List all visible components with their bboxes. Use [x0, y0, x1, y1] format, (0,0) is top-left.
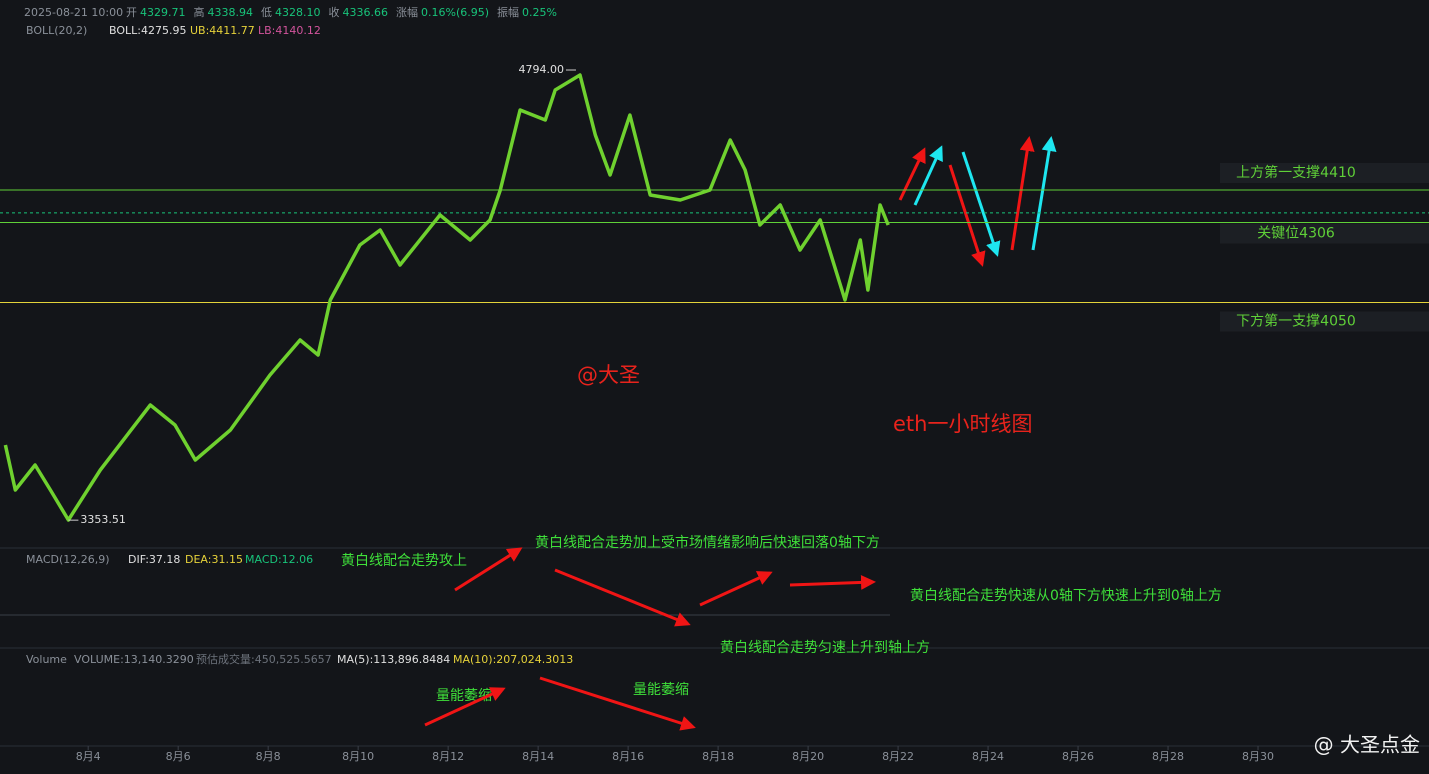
header-value: 4329.71 — [140, 6, 186, 19]
x-tick-label: 8月26 — [1062, 750, 1094, 763]
boll-name: BOLL(20,2) — [26, 24, 87, 37]
volume-note: 量能萎缩 — [436, 688, 492, 704]
header-label: 高 — [194, 5, 205, 19]
watermark: @ 大圣点金 — [1314, 733, 1420, 757]
x-tick-label: 8月22 — [882, 750, 914, 763]
x-tick-label: 8月14 — [522, 750, 554, 763]
author-note: @大圣 — [577, 363, 640, 387]
volume-ma5: MA(5):113,896.8484 — [337, 653, 450, 666]
arrow — [539, 676, 696, 731]
header-items: 开 4329.71 高 4338.94 低 4328.10 收 4336.66 涨幅 0.16%(… — [126, 5, 557, 19]
boll-mid: BOLL:4275.95 — [109, 24, 186, 37]
macd-note: 黄白线配合走势匀速上升到轴上方 — [720, 639, 930, 656]
header-value: 0.25% — [522, 6, 557, 19]
x-tick-label: 8月24 — [972, 750, 1004, 763]
volume-value: VOLUME:13,140.3290 — [74, 653, 194, 666]
x-tick-label: 8月6 — [166, 750, 191, 763]
level-label-bg — [1220, 223, 1429, 244]
extreme-label: 4794.00 — [518, 63, 564, 76]
macd-note: 黄白线配合走势加上受市场情绪影响后快速回落0轴下方 — [535, 534, 880, 551]
arrow — [1010, 136, 1035, 251]
volume-name: Volume — [26, 653, 67, 666]
volume-arrows — [424, 676, 696, 731]
arrow — [961, 151, 1001, 257]
boll-ub: UB:4411.77 — [190, 24, 255, 37]
level-label: 关键位4306 — [1257, 226, 1335, 242]
level-label: 下方第一支撑4050 — [1236, 313, 1356, 330]
arrow — [898, 147, 926, 201]
x-tick-label: 8月10 — [342, 750, 374, 763]
x-tick-label: 8月16 — [612, 750, 644, 763]
arrow — [699, 571, 773, 607]
arrow — [454, 547, 523, 592]
volume-note: 量能萎缩 — [633, 682, 689, 698]
forecast-arrows — [898, 136, 1057, 267]
chart-caption: eth一小时线图 — [893, 412, 1032, 436]
macd-name: MACD(12,26,9) — [26, 553, 110, 566]
header-value: 4336.66 — [343, 6, 389, 19]
level-label: 上方第一支撑4410 — [1236, 164, 1356, 181]
x-tick-label: 8月20 — [792, 750, 824, 763]
boll-lb: LB:4140.12 — [258, 24, 321, 37]
price-line — [3, 73, 890, 522]
macd-arrows — [454, 547, 876, 627]
x-tick-label: 8月18 — [702, 750, 734, 763]
header-value: 0.16%(6.95) — [421, 6, 489, 19]
x-tick-label: 8月30 — [1242, 750, 1274, 763]
arrow — [1031, 136, 1057, 251]
volume-estimate: 预估成交量:450,525.5657 — [196, 652, 332, 666]
macd-note: 黄白线配合走势攻上 — [341, 552, 467, 569]
macd-note: 黄白线配合走势快速从0轴下方快速上升到0轴上方 — [910, 587, 1222, 604]
level-label-bg — [1220, 163, 1429, 183]
volume-ma10: MA(10):207,024.3013 — [453, 653, 573, 666]
arrow — [554, 568, 691, 627]
header-label: 低 — [261, 6, 272, 19]
arrow — [913, 145, 943, 206]
header-value: 4328.10 — [275, 6, 321, 19]
x-tick-label: 8月4 — [76, 750, 101, 763]
extreme-label: 3353.51 — [80, 513, 126, 526]
x-tick-label: 8月28 — [1152, 750, 1184, 763]
header-label: 开 — [126, 6, 137, 19]
level-label-bg — [1220, 311, 1429, 332]
datetime: 2025-08-21 10:00 — [24, 6, 123, 19]
header-label: 收 — [329, 5, 340, 19]
x-tick-label: 8月8 — [256, 750, 281, 763]
arrow — [789, 574, 876, 590]
arrow — [424, 687, 506, 727]
macd-dea: DEA:31.15 — [185, 553, 243, 566]
arrow — [948, 164, 986, 267]
header-label: 振幅 — [497, 5, 519, 19]
header-label: 涨幅 — [396, 6, 418, 19]
macd-value: MACD:12.06 — [245, 553, 313, 566]
header-value: 4338.94 — [208, 6, 254, 19]
macd-dif: DIF:37.18 — [128, 553, 180, 566]
x-tick-label: 8月12 — [432, 750, 464, 763]
